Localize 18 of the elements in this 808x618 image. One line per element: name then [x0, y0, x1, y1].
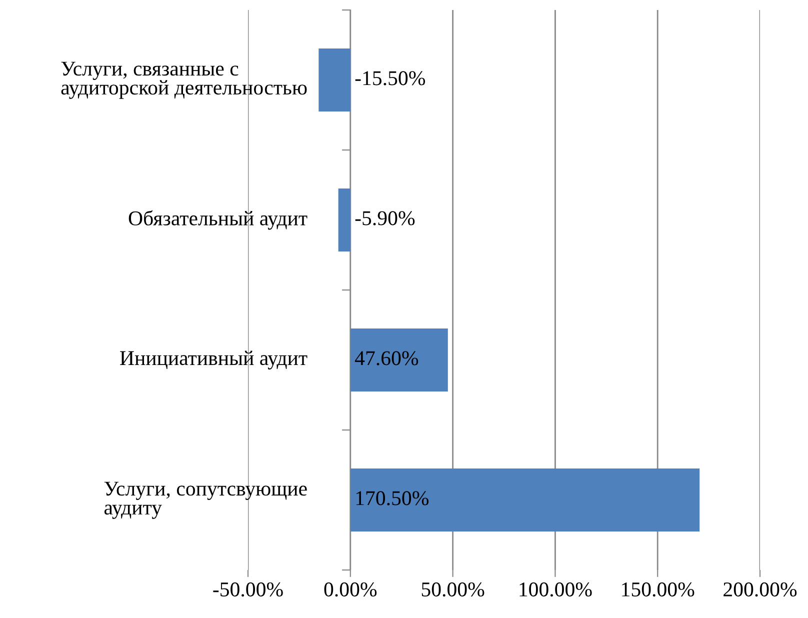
x-tick-label: 200.00% — [724, 582, 797, 597]
bar — [338, 188, 350, 252]
x-tick-label: 0.00% — [324, 582, 377, 597]
data-label: 47.60% — [354, 351, 418, 366]
y-tick-label: Услуги, связанные с аудиторской деятельностью — [61, 62, 307, 99]
x-tick-label: 150.00% — [622, 582, 694, 597]
x-tick-label: -50.00% — [213, 582, 283, 597]
data-label: -5.90% — [355, 211, 415, 226]
y-tick-label: Услуги, сопутсвующие аудиту — [104, 482, 307, 519]
bar — [350, 468, 700, 532]
bar — [350, 328, 448, 392]
x-tick-label: 50.00% — [422, 582, 484, 597]
y-tick-label: Обязательный аудит — [128, 210, 308, 230]
y-tick-label: Инициативный аудит — [120, 350, 308, 370]
x-tick-label: 100.00% — [520, 582, 592, 597]
bar — [318, 48, 350, 112]
data-label: -15.50% — [355, 71, 426, 86]
data-label: 170.50% — [356, 491, 428, 506]
